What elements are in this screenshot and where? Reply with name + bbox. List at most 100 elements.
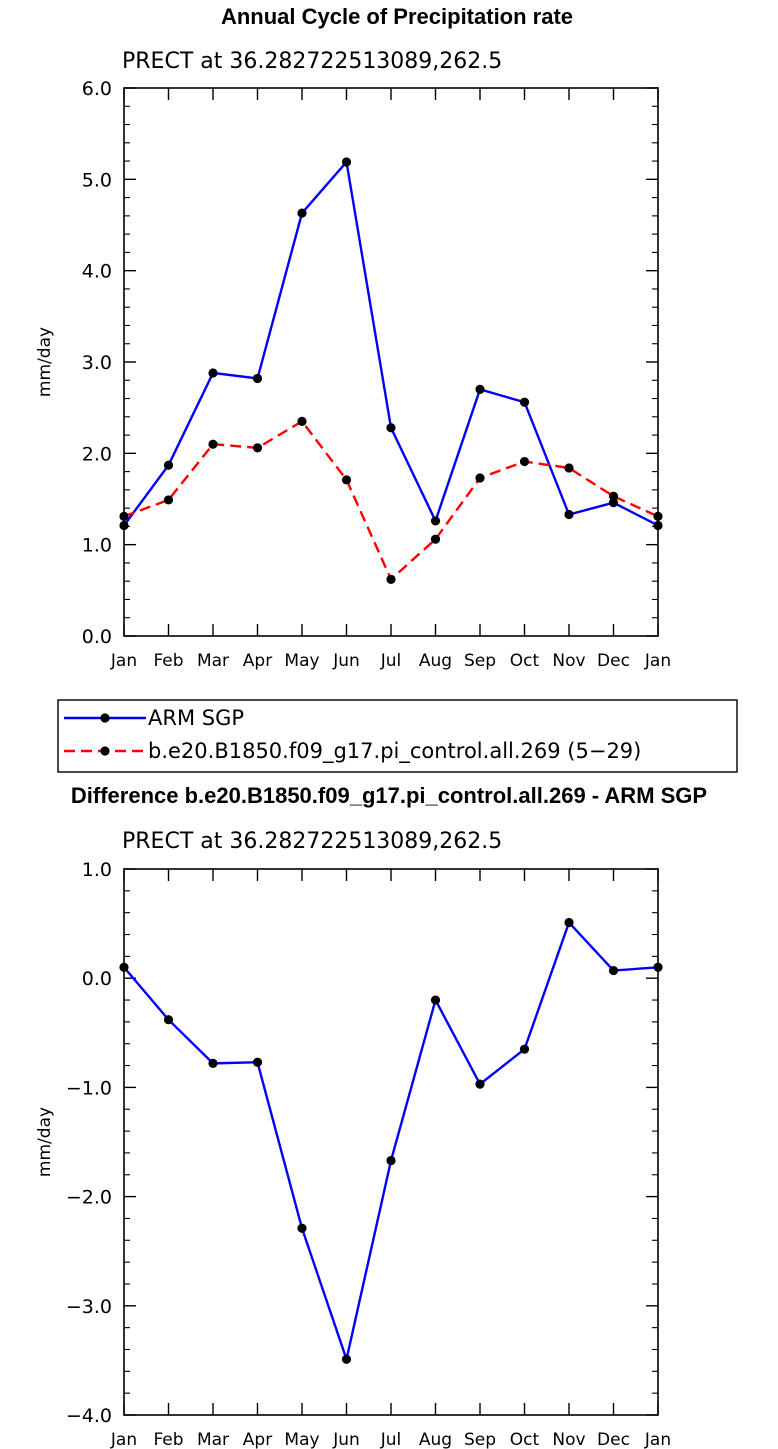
chart1-data-point [519,456,530,467]
chart1-ytick-label: 2.0 [82,443,112,465]
chart2-ytick-label: 1.0 [82,859,112,881]
chart2-xtick-label: Dec [597,1430,630,1449]
chart1-xtick-label: Apr [243,651,272,671]
chart1-ytick-label: 4.0 [82,261,112,283]
chart1-axes: Jan Feb Mar Apr May Jun Jul Aug Sep Oct Nov Dec Jan 0… [82,78,671,671]
chart1-data-point [519,397,530,407]
chart2-xtick-label: Sep [464,1430,496,1449]
chart1-data-point [430,516,441,526]
chart1-data-point [475,384,485,394]
legend-box [57,699,738,773]
chart-annual-cycle: Annual Cycle of Precipitation rate PRECT… [35,4,671,671]
chart2-xtick-label: Oct [510,1430,540,1449]
chart1-series-line [123,419,659,582]
chart2-ytick-label: −2.0 [66,1187,112,1209]
chart2-data-point [386,1155,396,1166]
chart1-plot-frame [123,87,659,637]
chart2-xtick-label: Jan [644,1430,671,1449]
chart2-ytick-label: 0.0 [82,968,112,990]
chart2-data-point [608,965,619,976]
chart2-series [119,917,663,1364]
chart2-ylabel: mm/day [35,1107,55,1177]
chart2-xtick-label: Feb [153,1430,183,1449]
chart1-xtick-label: Dec [597,651,630,671]
chart1-data-point [297,416,307,426]
chart2-xtick-label: Jun [332,1430,360,1449]
chart1-ytick-label: 1.0 [82,535,112,557]
chart2-data-point [564,917,574,928]
chart2-xtick-label: May [284,1430,319,1449]
chart1-xtick-label: Jul [380,651,402,671]
chart1-xtick-label: Aug [419,651,452,671]
chart2-data-point [519,1044,530,1054]
chart1-ytick-label: 3.0 [82,352,112,374]
chart2-data-point [653,962,663,972]
chart1-data-point [653,520,663,531]
legend-marker [100,713,110,723]
chart1-data-point [252,443,263,453]
chart2-plot-frame [123,868,659,1416]
chart1-ytick-label: 6.0 [82,78,112,100]
chart2-xtick-label: Nov [552,1430,585,1449]
chart2-xtick-label: Apr [243,1430,272,1449]
chart1-title: Annual Cycle of Precipitation rate [221,4,573,29]
chart2-ytick-label: −3.0 [66,1296,112,1318]
legend: ARM SGP b.e20.B1850.f09_g17.pi_control.al… [57,699,738,773]
chart2-data-point [163,1015,174,1025]
chart1-xtick-label: Nov [552,651,585,671]
legend-items: ARM SGP b.e20.B1850.f09_g17.pi_control.al… [64,706,641,764]
chart1-xtick-label: Jun [332,651,360,671]
chart1-data-point [119,511,129,521]
chart2-data-point [119,962,129,972]
chart1-xtick-label: Oct [510,651,540,671]
chart1-data-point [430,534,441,544]
chart2-series-line [123,920,659,1364]
legend-label: ARM SGP [148,706,244,730]
chart2-xtick-label: Jul [380,1430,402,1449]
chart1-xtick-label: Jan [110,651,137,671]
chart1-ylabel: mm/day [35,327,55,397]
chart1-data-point [252,373,263,384]
chart1-data-point [341,475,352,485]
chart1-xtick-label: Jan [644,651,671,671]
chart1-data-point [386,574,396,584]
chart1-data-point [341,157,352,167]
chart1-xtick-label: Feb [153,651,183,671]
chart2-xtick-label: Jan [110,1430,137,1449]
chart1-data-point [564,509,574,520]
chart1-data-point [653,511,663,521]
chart2-data-point [475,1079,485,1089]
legend-label: b.e20.B1850.f09_g17.pi_control.all.269 (… [148,739,641,764]
chart1-data-point [163,460,174,470]
chart1-subtitle: PRECT at 36.282722513089,262.5 [122,49,502,74]
chart1-data-point [297,208,307,218]
chart2-data-point [297,1223,307,1233]
chart2-ytick-label: −4.0 [66,1405,112,1427]
chart1-xtick-label: May [284,651,319,671]
chart2-data-point [430,995,441,1005]
chart2-title: Difference b.e20.B1850.f09_g17.pi_contro… [71,783,707,808]
chart1-series-line [123,159,659,527]
chart1-data-point [608,491,619,501]
chart1-xtick-label: Mar [197,651,229,671]
chart1-data-point [119,520,129,531]
chart2-data-point [252,1057,263,1067]
chart-difference: Difference b.e20.B1850.f09_g17.pi_contro… [35,783,707,1449]
chart2-xtick-label: Aug [419,1430,452,1449]
chart1-data-point [475,473,485,483]
chart1-data-point [386,423,396,433]
chart1-series [119,157,663,584]
chart2-data-point [341,1354,352,1364]
chart1-ytick-label: 0.0 [82,626,112,648]
chart2-xtick-label: Mar [197,1430,229,1449]
chart1-data-point [608,498,619,508]
chart1-ytick-label: 5.0 [82,169,112,191]
chart1-xtick-label: Sep [464,651,496,671]
chart2-axes: Jan Feb Mar Apr May Jun Jul Aug Sep Oct Nov Dec Jan −… [66,859,671,1449]
chart1-data-point [208,439,218,449]
legend-marker [100,746,110,756]
chart2-ytick-label: −1.0 [66,1077,112,1099]
chart1-data-point [208,368,218,378]
chart2-data-point [208,1058,218,1068]
